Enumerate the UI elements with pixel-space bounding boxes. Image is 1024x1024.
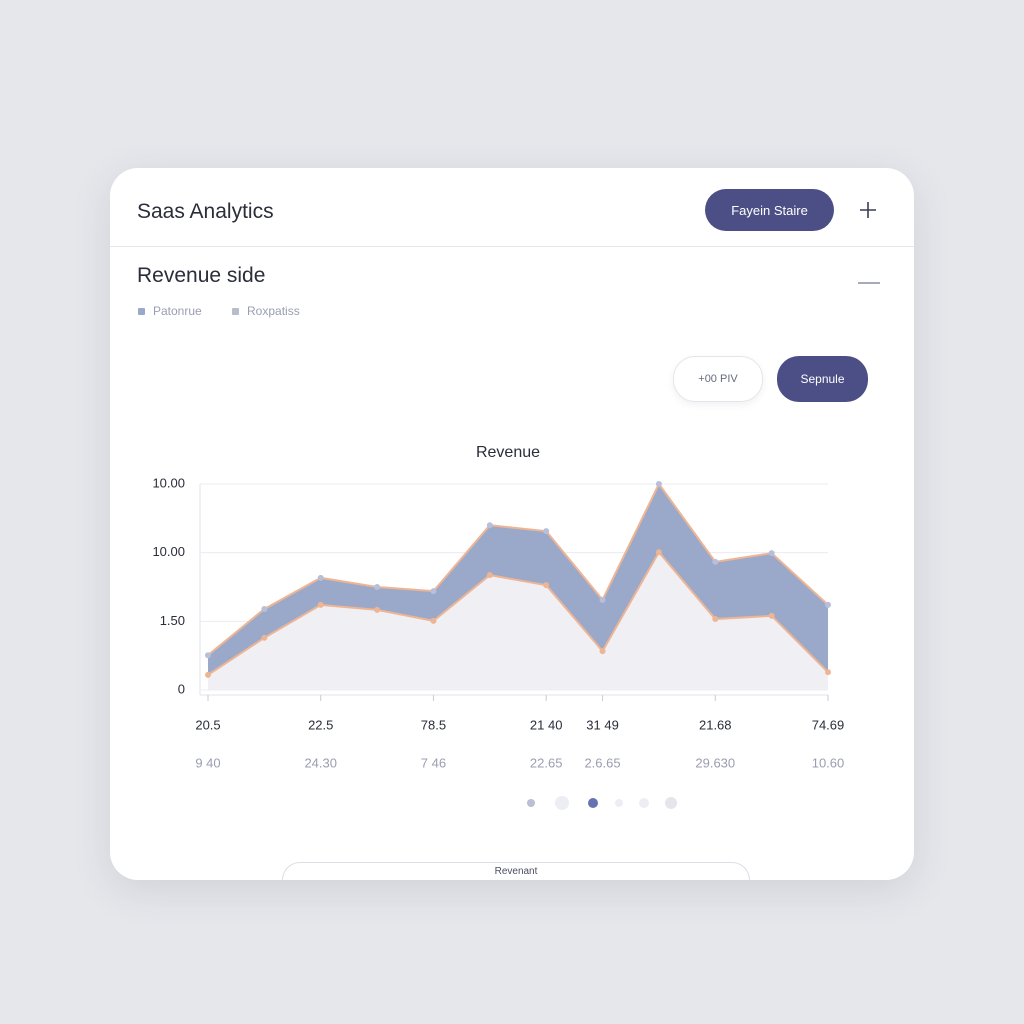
range-button[interactable]: +00 PIV (673, 356, 763, 402)
x-sublabel: 7 46 (421, 755, 446, 770)
legend-label: Patonrue (153, 304, 202, 318)
point (825, 601, 831, 608)
app-title: Saas Analytics (137, 200, 274, 223)
point (599, 648, 606, 655)
point (712, 558, 719, 565)
point (768, 550, 775, 557)
point (430, 617, 437, 624)
line (207, 482, 829, 656)
point (205, 652, 211, 659)
pager-dot[interactable] (588, 798, 598, 808)
point (261, 605, 268, 612)
divider (110, 246, 914, 247)
point (374, 584, 381, 590)
point (768, 612, 775, 619)
y-tick-label: 1.50 (160, 613, 185, 628)
card: Saas Analytics Fayein Staire Revenue sid… (110, 168, 914, 880)
point (712, 616, 719, 623)
point (374, 606, 381, 613)
point (261, 634, 268, 641)
pager-dot[interactable] (615, 799, 623, 807)
point (317, 601, 324, 608)
x-sublabel: 2.6.65 (584, 755, 620, 770)
legend-swatch (232, 307, 239, 315)
legend-item: Patonrue (138, 304, 202, 318)
point (543, 528, 550, 535)
point (825, 669, 831, 676)
pager-dot[interactable] (527, 799, 535, 807)
point (430, 588, 437, 595)
point (486, 522, 493, 529)
pager-dot[interactable] (665, 797, 677, 809)
point (205, 671, 211, 678)
section-title: Revenue side (137, 264, 266, 287)
minus-icon[interactable] (858, 276, 880, 290)
chart-title: Revenue (476, 444, 540, 461)
point (317, 574, 324, 581)
legend-item: Roxpatiss (232, 304, 300, 318)
primary-button[interactable]: Sepnule (777, 356, 868, 402)
point (599, 596, 606, 603)
y-tick-label: 10.00 (152, 475, 185, 490)
x-sublabel: 22.65 (530, 755, 563, 770)
x-tick-label: 74.69 (812, 717, 845, 732)
point (655, 481, 662, 487)
x-sublabel: 10.60 (812, 755, 845, 770)
x-tick-label: 31 49 (586, 717, 619, 732)
x-sublabel: 9 40 (195, 755, 220, 770)
area (208, 552, 828, 690)
x-sublabel: 29.630 (695, 755, 735, 770)
legend-label: Roxpatiss (247, 304, 300, 318)
line (207, 550, 829, 676)
pager (527, 796, 677, 810)
plus-icon[interactable] (858, 200, 878, 220)
header-button[interactable]: Fayein Staire (705, 189, 834, 231)
x-tick-label: 78.5 (421, 717, 446, 732)
x-tick-label: 20.5 (195, 717, 220, 732)
y-tick-label: 0 (178, 681, 185, 696)
pager-dot[interactable] (555, 796, 569, 810)
x-sublabel: 24.30 (304, 755, 337, 770)
x-tick-label: 21.68 (699, 717, 732, 732)
pager-dot[interactable] (639, 798, 649, 808)
point (655, 549, 662, 556)
point (486, 572, 493, 579)
point (543, 582, 550, 589)
y-tick-label: 10.00 (152, 544, 185, 559)
x-tick-label: 22.5 (308, 717, 333, 732)
x-tick-label: 21 40 (530, 717, 563, 732)
legend-swatch (138, 307, 145, 315)
